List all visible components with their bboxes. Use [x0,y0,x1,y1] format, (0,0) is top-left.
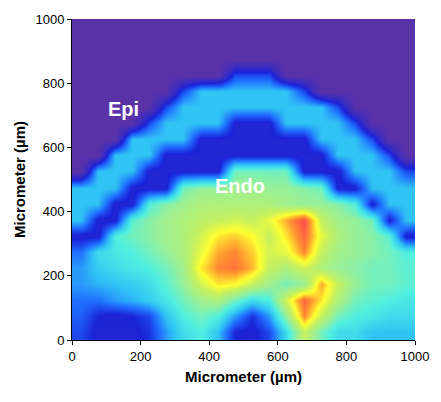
svg-text:800: 800 [43,76,65,91]
svg-text:1000: 1000 [401,349,430,364]
svg-text:200: 200 [43,268,65,283]
svg-text:600: 600 [43,140,65,155]
svg-text:600: 600 [267,349,289,364]
svg-text:Micrometer (µm): Micrometer (µm) [11,121,28,238]
svg-text:Endo: Endo [215,175,265,197]
svg-text:400: 400 [198,349,220,364]
svg-text:200: 200 [130,349,152,364]
svg-text:0: 0 [57,333,64,348]
svg-text:Epi: Epi [108,98,139,120]
svg-text:800: 800 [336,349,358,364]
svg-text:0: 0 [68,349,75,364]
svg-text:Micrometer (µm): Micrometer (µm) [185,368,302,385]
svg-text:400: 400 [43,204,65,219]
svg-text:1000: 1000 [35,12,64,27]
